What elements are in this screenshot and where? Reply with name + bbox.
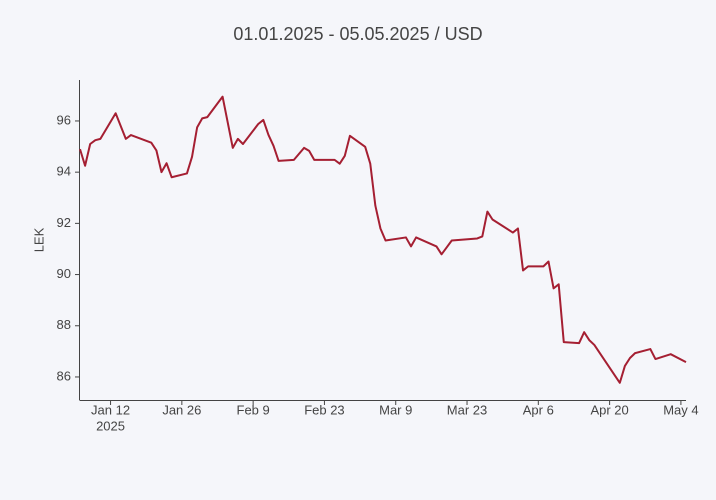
y-tick-label: 92 xyxy=(57,215,71,230)
x-tick-label: Jan 12 xyxy=(91,402,130,417)
x-tick-label: Mar 23 xyxy=(447,402,487,417)
y-tick-label: 86 xyxy=(57,368,71,383)
y-tick-label: 90 xyxy=(57,266,71,281)
x-tick-label: Feb 9 xyxy=(237,402,270,417)
x-tick-label: Feb 23 xyxy=(304,402,344,417)
y-tick-label: 96 xyxy=(57,112,71,127)
line xyxy=(79,95,687,384)
x-year-label: 2025 xyxy=(96,418,125,433)
x-tick-label: Mar 9 xyxy=(379,402,412,417)
y-tick-label: 94 xyxy=(57,164,71,179)
y-axis-label: LEK xyxy=(31,227,46,252)
x-tick-label: May 4 xyxy=(663,402,698,417)
x-tick-label: Apr 6 xyxy=(523,402,554,417)
y-tick-label: 88 xyxy=(57,317,71,332)
x-tick-label: Jan 26 xyxy=(162,402,201,417)
x-tick-label: Apr 20 xyxy=(590,402,628,417)
chart-title: 01.01.2025 - 05.05.2025 / USD xyxy=(233,24,482,44)
